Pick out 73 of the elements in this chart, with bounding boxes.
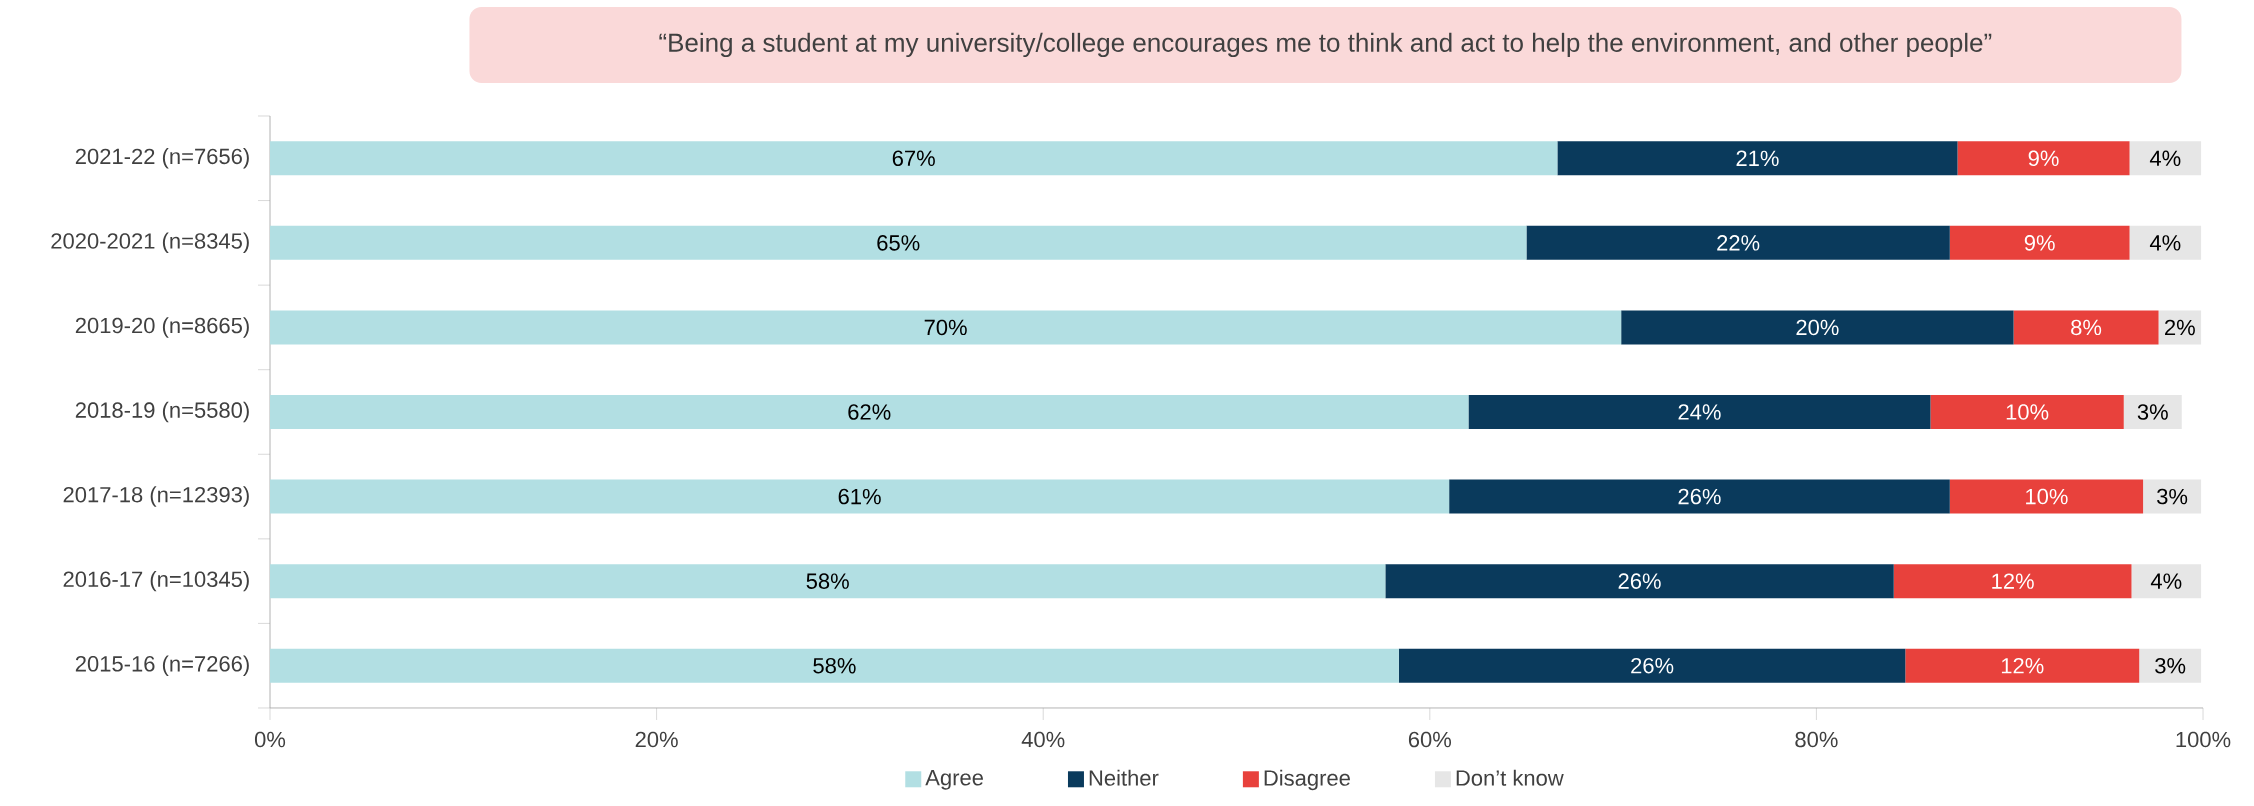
bar — [1468, 394, 1931, 429]
legend-label: Disagree — [1264, 769, 1350, 791]
bar — [270, 564, 1386, 599]
bar — [2143, 479, 2202, 514]
bar — [270, 310, 1622, 345]
data-label: 21% — [1736, 150, 1779, 167]
data-label: 3% — [2155, 657, 2186, 674]
data-label: 24% — [1678, 404, 1721, 420]
bar — [2013, 310, 2159, 345]
bar — [1449, 479, 1950, 514]
x-tick-label: 60% — [1408, 731, 1452, 748]
bar — [270, 225, 1527, 260]
bar — [1893, 564, 2132, 599]
bar — [270, 648, 1399, 683]
data-label: 10% — [2006, 404, 2049, 420]
y-tick-label: 2021-22 (n=7656) — [75, 148, 249, 169]
data-label: 62% — [848, 404, 891, 420]
legend-label: Neither — [1089, 769, 1159, 786]
bar — [2129, 225, 2202, 260]
data-label: 2% — [2165, 319, 2195, 336]
bar — [1398, 648, 1906, 683]
x-tick-label: 40% — [1021, 731, 1065, 748]
legend-label: Agree — [925, 770, 983, 790]
x-tick-label: 80% — [1795, 731, 1838, 748]
data-label: 4% — [2149, 150, 2181, 166]
data-label: 4% — [2149, 235, 2181, 251]
chart-title: “Being a student at my university/college encourages me to think and act to help the environment, and other people” — [659, 32, 1992, 58]
y-tick-label: 2017-18 (n=12393) — [63, 486, 249, 507]
data-label: 9% — [2024, 235, 2055, 251]
bar — [2139, 648, 2202, 683]
bar — [1526, 225, 1950, 260]
x-tick-label: 100% — [2176, 731, 2231, 748]
data-label: 10% — [2026, 488, 2068, 505]
data-label: 61% — [838, 488, 881, 505]
bar — [1930, 394, 2124, 429]
bar — [1557, 141, 1958, 176]
bar — [1905, 648, 2140, 683]
data-label: 9% — [2028, 150, 2059, 167]
data-label: 67% — [892, 150, 935, 167]
bar — [2131, 564, 2202, 599]
bar — [270, 394, 1469, 429]
data-label: 26% — [1631, 657, 1674, 674]
bar — [270, 141, 1558, 176]
data-label: 12% — [2001, 657, 2044, 674]
data-label: 22% — [1717, 235, 1760, 251]
y-tick-label: 2019-20 (n=8665) — [75, 317, 249, 338]
y-tick-label: 2018-19 (n=5580) — [75, 401, 249, 423]
bar — [1949, 479, 2144, 514]
data-label: 70% — [924, 319, 967, 336]
data-label: 3% — [2137, 404, 2168, 420]
bar — [2123, 394, 2182, 429]
data-label: 26% — [1678, 488, 1721, 505]
data-label: 8% — [2071, 319, 2102, 336]
data-label: 26% — [1618, 573, 1661, 589]
data-label: 58% — [806, 573, 849, 589]
data-label: 12% — [1992, 573, 2034, 589]
bar — [1957, 141, 2130, 176]
bar — [1621, 310, 2014, 345]
bar — [1385, 564, 1894, 599]
x-tick-label: 0% — [254, 731, 286, 748]
bar — [2129, 141, 2202, 176]
data-label: 4% — [2150, 573, 2182, 589]
data-label: 3% — [2157, 488, 2188, 505]
y-tick-label: 2020-2021 (n=8345) — [51, 232, 249, 254]
y-tick-label: 2015-16 (n=7266) — [75, 655, 249, 676]
legend-label: Don’t know — [1456, 769, 1564, 786]
bar — [1949, 225, 2130, 260]
y-tick-label: 2016-17 (n=10345) — [63, 570, 249, 592]
data-label: 20% — [1796, 319, 1839, 336]
data-label: 58% — [813, 657, 856, 674]
data-label: 65% — [877, 235, 920, 251]
x-tick-label: 20% — [635, 731, 678, 748]
bar — [270, 479, 1450, 514]
